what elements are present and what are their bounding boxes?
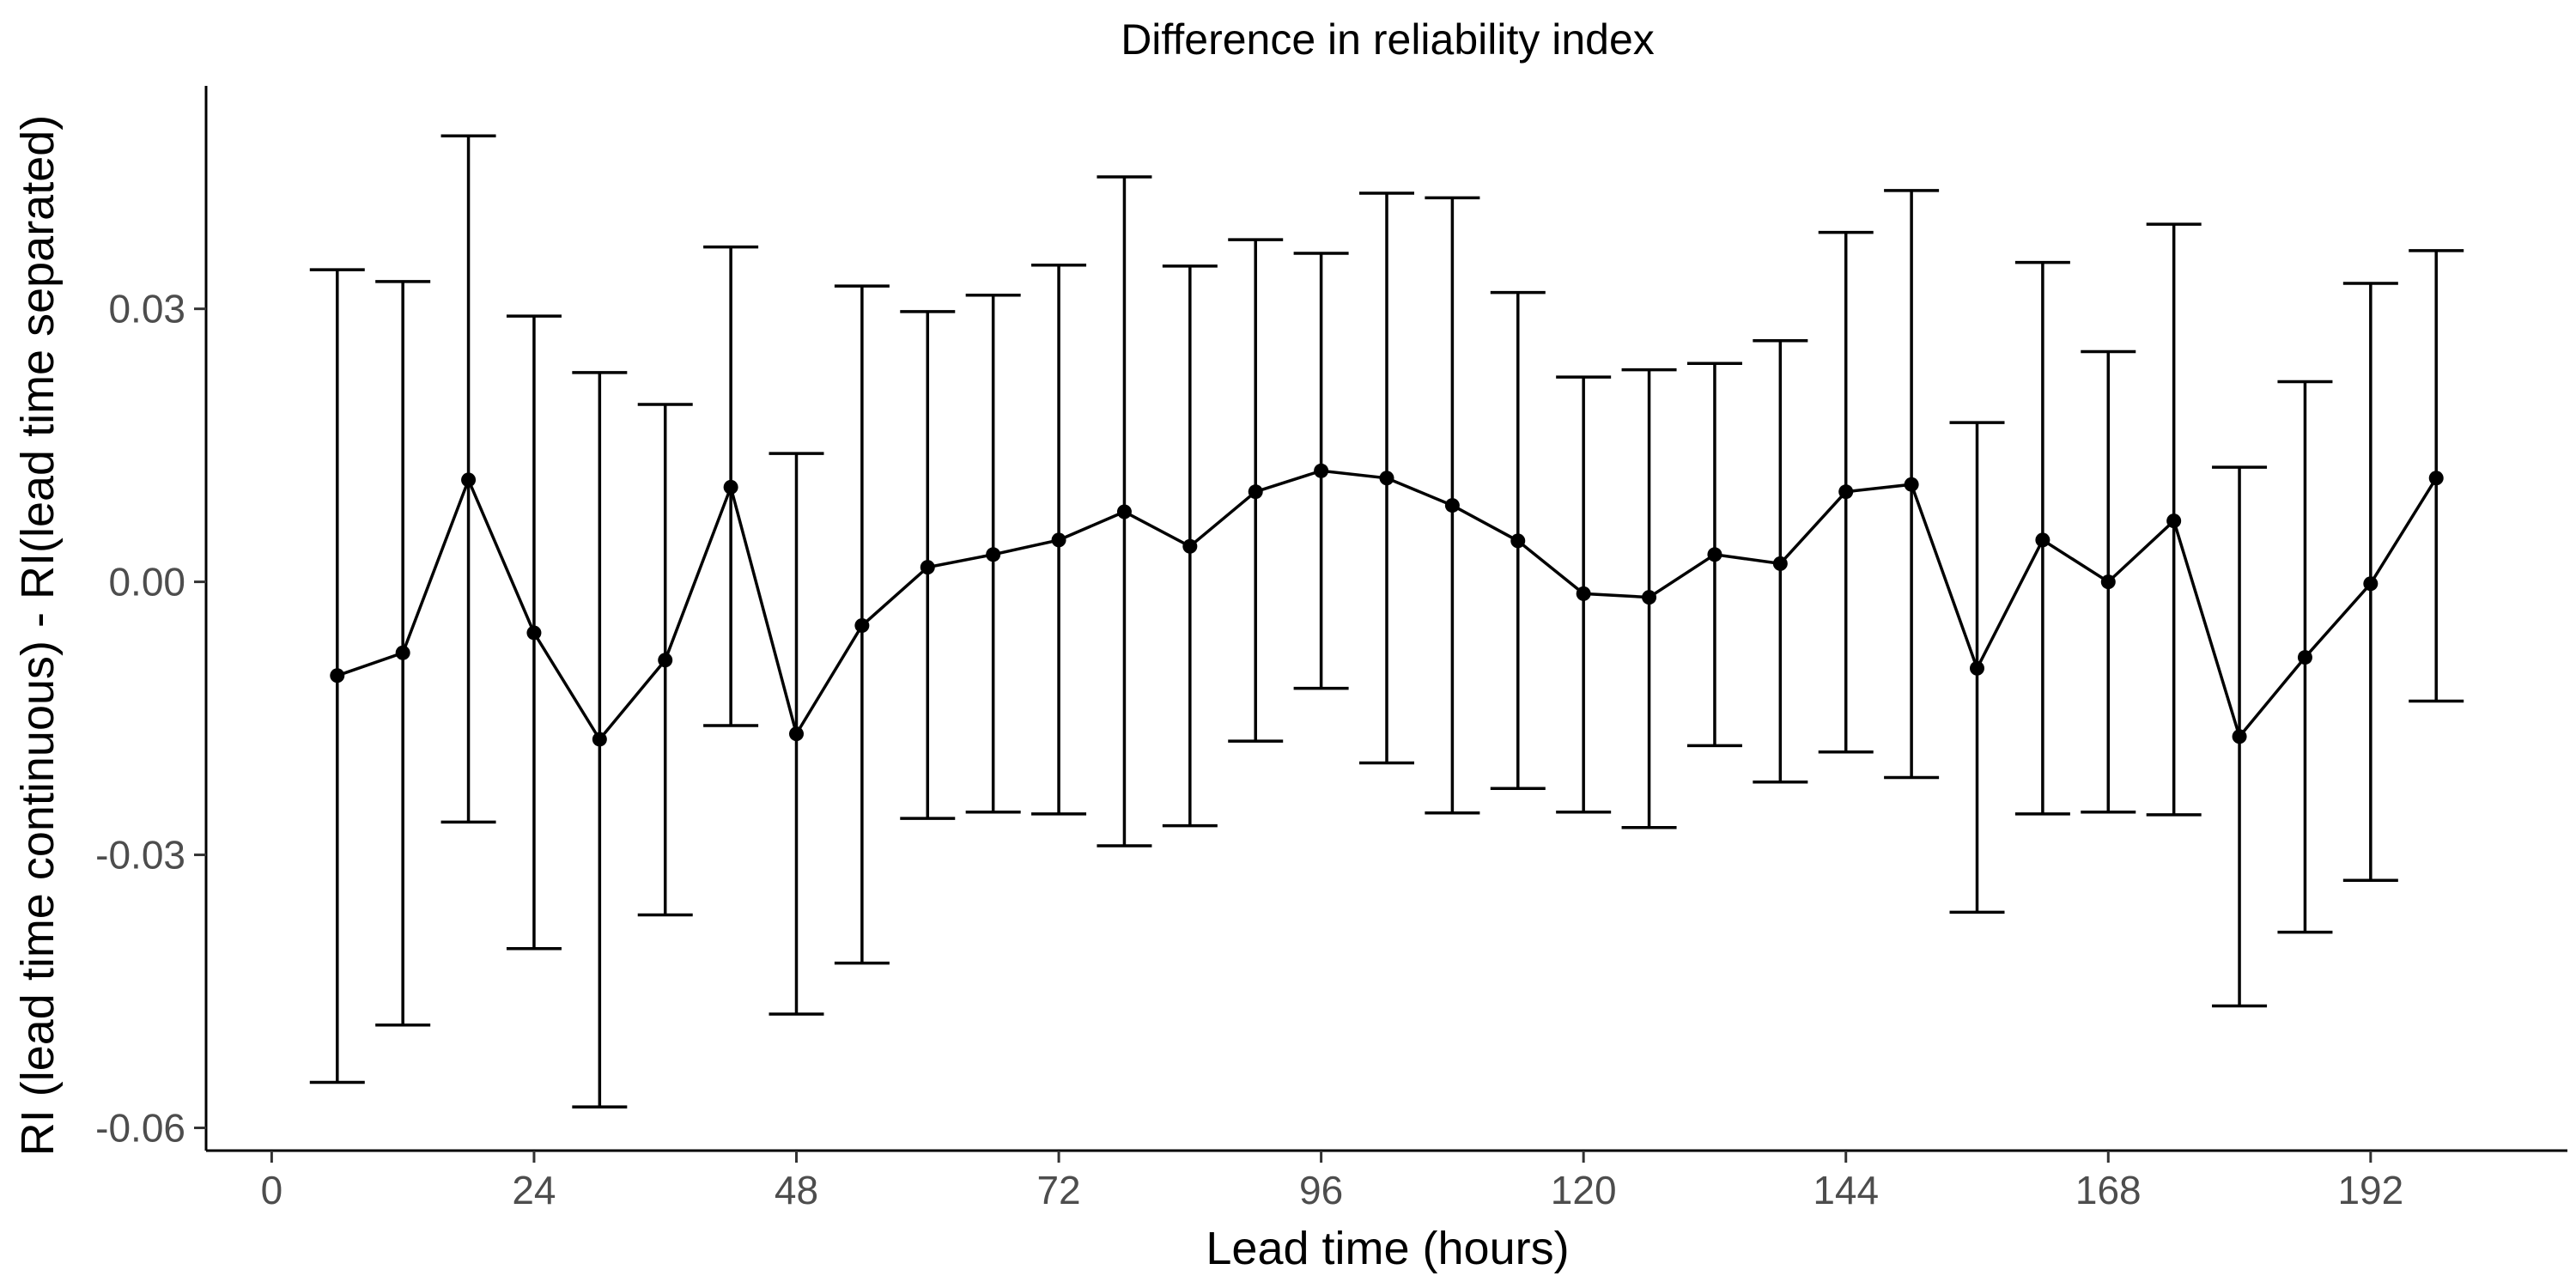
data-point: [854, 617, 870, 633]
data-point: [526, 625, 542, 641]
data-point: [1116, 504, 1132, 519]
data-point: [1772, 556, 1788, 571]
plot-area: [309, 134, 2464, 1109]
y-tick-label: 0.00: [108, 560, 185, 605]
x-tick-label: 120: [1551, 1168, 1617, 1212]
x-axis-label: Lead time (hours): [1206, 1223, 1569, 1274]
x-tick-label: 144: [1813, 1168, 1879, 1212]
data-point: [461, 472, 477, 488]
data-point: [1051, 532, 1066, 548]
data-point: [1182, 538, 1198, 554]
error-bars: [309, 134, 2464, 1109]
data-point: [1904, 477, 1919, 492]
data-point: [2297, 650, 2312, 665]
data-point: [1707, 547, 1722, 562]
y-tick-label: -0.03: [95, 833, 185, 878]
x-tick-label: 24: [512, 1168, 556, 1212]
data-point: [1379, 471, 1394, 486]
data-point: [1314, 463, 1329, 478]
x-tick-label: 0: [261, 1168, 283, 1212]
data-point: [2035, 532, 2050, 548]
y-axis-label: RI (lead time continuous) - RI(lead time…: [12, 115, 64, 1157]
y-tick-label: -0.06: [95, 1106, 185, 1151]
data-point: [1248, 484, 1263, 500]
x-tick-label: 48: [775, 1168, 818, 1212]
x-axis-ticks: 0 24 48 72 96 120 144 168 192: [261, 1151, 2403, 1212]
x-tick-label: 168: [2075, 1168, 2142, 1212]
data-point: [2363, 576, 2379, 592]
data-point: [2232, 729, 2247, 744]
data-point: [2428, 471, 2444, 486]
data-point: [658, 653, 673, 668]
data-point: [986, 547, 1001, 562]
x-tick-label: 192: [2337, 1168, 2403, 1212]
y-axis-ticks: -0.06 -0.03 0.00 0.03: [95, 287, 206, 1151]
data-point: [395, 645, 410, 660]
data-point: [2100, 574, 2116, 590]
data-point: [789, 726, 804, 742]
data-points: [330, 463, 2444, 747]
data-point: [1970, 660, 1984, 676]
data-point: [1642, 590, 1657, 605]
x-tick-label: 72: [1036, 1168, 1080, 1212]
data-point: [920, 560, 935, 575]
data-point: [330, 668, 345, 683]
data-point: [1510, 533, 1526, 549]
data-point: [1444, 498, 1460, 513]
x-tick-label: 96: [1299, 1168, 1343, 1212]
data-point: [592, 732, 607, 747]
data-point: [1838, 484, 1854, 500]
data-point: [723, 479, 738, 495]
data-point: [1576, 586, 1591, 601]
data-point: [2166, 513, 2182, 529]
y-tick-label: 0.03: [108, 287, 185, 331]
chart-title: Difference in reliability index: [1121, 15, 1655, 64]
